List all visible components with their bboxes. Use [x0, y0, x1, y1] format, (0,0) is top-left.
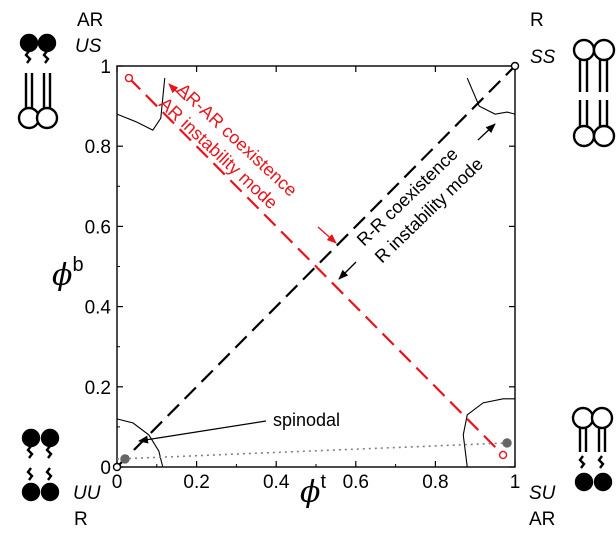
- corner-bottom-left-state: R: [74, 509, 88, 530]
- data-point: [510, 61, 520, 71]
- data-point: [112, 462, 122, 472]
- corner-top-left-state: AR: [77, 10, 103, 31]
- spinodal-curves: [116, 77, 516, 468]
- x-axis-label: ϕt: [300, 471, 326, 510]
- data-markers: [112, 61, 520, 472]
- spinodal-curve: [466, 77, 516, 115]
- y-tick-label: 0.4: [85, 298, 112, 319]
- membrane-bottom-left-icon: [21, 428, 60, 502]
- data-point: [498, 450, 508, 460]
- spinodal-curve: [116, 77, 166, 131]
- y-axis-label: ϕb: [52, 254, 84, 293]
- y-tick-label: 0.8: [85, 137, 111, 158]
- ar-ar-coexistence-line: [128, 77, 504, 456]
- y-tick-label: 0.2: [85, 378, 111, 399]
- corner-bottom-left-configuration: UU: [73, 483, 101, 504]
- spinodal-curve: [116, 418, 164, 468]
- membrane-top-left-icon: [17, 33, 59, 130]
- r-r-coexistence-line: [116, 65, 516, 468]
- x-tick-label: 0.6: [343, 472, 369, 493]
- arrow-ar-up: [168, 83, 186, 101]
- data-point: [120, 454, 130, 464]
- annotation-spinodal: spinodal: [273, 410, 340, 430]
- axis-tick-labels: 00 0.2 0.2 0.4 0.4 0.6 0.6 0.8 0.8 1 1: [85, 57, 521, 493]
- spinodal-curve: [462, 398, 515, 468]
- arrow-ar-down: [317, 226, 337, 244]
- x-tick-label: 0: [112, 472, 123, 493]
- data-series: [116, 65, 516, 468]
- membrane-bottom-right-icon: [571, 406, 614, 492]
- x-tick-label: 0.2: [183, 472, 209, 493]
- corner-top-right-configuration: SS: [530, 47, 556, 68]
- arrow-r-up: [477, 123, 496, 141]
- arrow-r-down: [338, 261, 357, 280]
- y-tick-label: 0: [100, 458, 111, 479]
- corner-top-right-state: R: [530, 10, 544, 31]
- x-tick-label: 0.8: [422, 472, 448, 493]
- corner-bottom-right-state: AR: [529, 509, 555, 530]
- y-tick-label: 0.6: [85, 217, 111, 238]
- data-point: [502, 438, 512, 448]
- tie-line: [116, 442, 508, 460]
- corner-bottom-right-configuration: SU: [529, 483, 556, 504]
- data-point: [124, 73, 134, 83]
- x-tick-label: 1: [510, 472, 521, 493]
- corner-top-left-configuration: US: [75, 36, 102, 57]
- y-tick-label: 1: [100, 57, 111, 78]
- membrane-top-right-icon: [572, 38, 616, 148]
- x-tick-label: 0.4: [263, 472, 290, 493]
- arrow-spinodal: [138, 420, 267, 444]
